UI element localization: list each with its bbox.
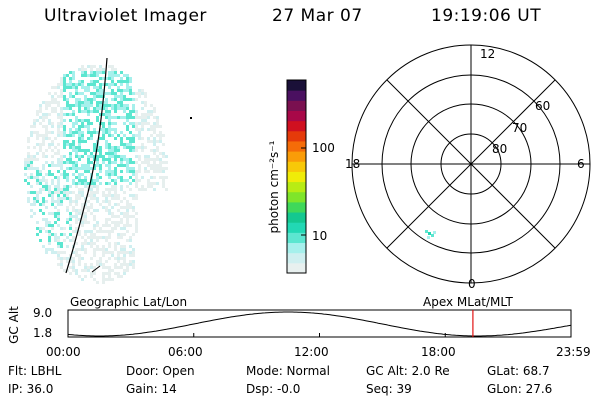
colorbar-cell bbox=[287, 181, 306, 193]
colorbar-unit-label: photon cm⁻²s⁻¹ bbox=[267, 140, 281, 234]
timeline-left-caption: Geographic Lat/Lon bbox=[70, 295, 188, 309]
info-seq: Seq: 39 bbox=[366, 382, 412, 396]
colorbar-cell bbox=[287, 151, 306, 162]
colorbar-cell bbox=[287, 242, 306, 254]
info-glat: GLat: 68.7 bbox=[487, 364, 550, 378]
colorbar-tick-10: 10 bbox=[312, 229, 328, 243]
colorbar-cell bbox=[287, 201, 306, 213]
timeline-xtick-2: 12:00 bbox=[294, 345, 329, 359]
timeline-ytick-top: 9.0 bbox=[33, 306, 53, 320]
colorbar bbox=[286, 79, 307, 274]
colorbar-cell bbox=[287, 222, 306, 233]
timeline-xtick-1: 06:00 bbox=[168, 345, 203, 359]
polar-ring-label-70: 70 bbox=[512, 121, 527, 135]
colorbar-cell bbox=[287, 232, 306, 244]
info-gc-alt: GC Alt: 2.0 Re bbox=[366, 364, 450, 378]
timeline-xtick-0: 00:00 bbox=[46, 345, 81, 359]
polar-labels: 12 0 18 6 80 70 60 bbox=[345, 47, 585, 291]
colorbar-cell bbox=[287, 212, 306, 223]
colorbar-cell bbox=[287, 90, 306, 101]
page-title: Ultraviolet Imager bbox=[44, 6, 207, 26]
time-label: 19:19:06 UT bbox=[431, 6, 542, 26]
colorbar-cell bbox=[287, 100, 306, 111]
colorbar-cell bbox=[287, 171, 306, 183]
polar-label-bottom: 0 bbox=[468, 277, 476, 291]
colorbar-tick-100: 100 bbox=[312, 141, 335, 155]
date-label: 27 Mar 07 bbox=[272, 6, 363, 26]
colorbar-cell bbox=[287, 120, 306, 132]
polar-label-left: 18 bbox=[345, 157, 360, 171]
timeline-xtick-3: 18:00 bbox=[421, 345, 456, 359]
colorbar-cell bbox=[287, 191, 306, 203]
altitude-curve bbox=[67, 311, 572, 337]
info-door: Door: Open bbox=[126, 364, 195, 378]
timeline-right-caption: Apex MLat/MLT bbox=[423, 295, 513, 309]
info-glon: GLon: 27.6 bbox=[487, 382, 553, 396]
info-ip: IP: 36.0 bbox=[8, 382, 54, 396]
colorbar-cell bbox=[287, 130, 306, 142]
colorbar-cell bbox=[287, 252, 306, 264]
colorbar-cell bbox=[287, 80, 306, 91]
polar-diagonal-2 bbox=[386, 79, 556, 249]
polar-plot bbox=[351, 44, 591, 284]
terminator-line bbox=[65, 57, 108, 274]
colorbar-cell bbox=[287, 110, 306, 122]
polar-label-right: 6 bbox=[577, 157, 585, 171]
colorbar-cell bbox=[287, 262, 306, 274]
polar-blob bbox=[425, 230, 436, 239]
earth-image bbox=[24, 57, 192, 284]
timeline-panel bbox=[67, 309, 572, 338]
info-dsp: Dsp: -0.0 bbox=[246, 382, 301, 396]
colorbar-frame bbox=[286, 79, 307, 274]
timeline-xtick-4: 23:59 bbox=[556, 345, 591, 359]
polar-label-top: 12 bbox=[480, 47, 495, 61]
terminator-tick bbox=[91, 265, 101, 273]
colorbar-cell bbox=[287, 161, 306, 172]
info-gain: Gain: 14 bbox=[126, 382, 177, 396]
star-dot bbox=[190, 117, 192, 119]
polar-ring-label-80: 80 bbox=[492, 142, 507, 156]
info-filter: Flt: LBHL bbox=[8, 364, 62, 378]
polar-ring-label-60: 60 bbox=[535, 99, 550, 113]
timeline-ytick-bottom: 1.8 bbox=[33, 326, 53, 340]
info-mode: Mode: Normal bbox=[246, 364, 330, 378]
timeline-ylabel: GC Alt bbox=[7, 306, 21, 344]
colorbar-cell bbox=[287, 140, 306, 152]
